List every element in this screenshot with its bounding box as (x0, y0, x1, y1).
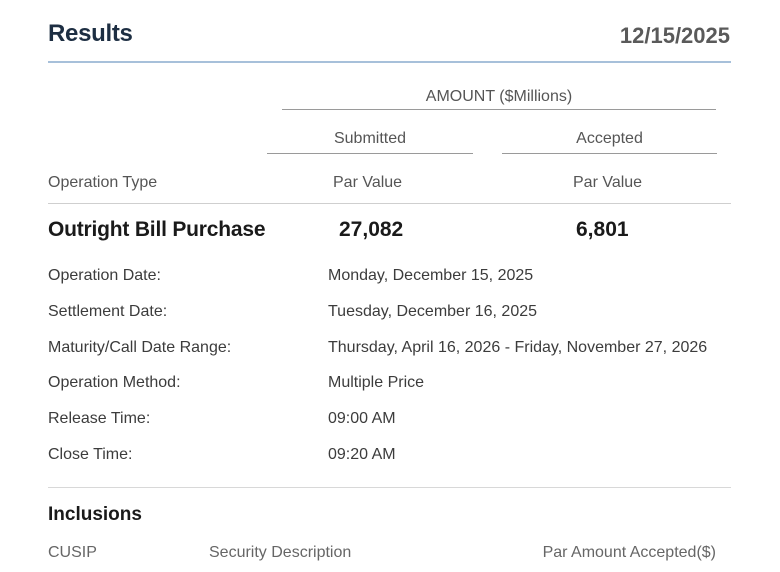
operation-type-header: Operation Type (48, 174, 158, 191)
security-description-column-header: Security Description (209, 544, 352, 561)
inclusions-title: Inclusions (48, 504, 142, 525)
maturity-range-label: Maturity/Call Date Range: (48, 339, 232, 356)
accepted-divider (502, 153, 717, 154)
submitted-divider (267, 153, 473, 154)
operation-name: Outright Bill Purchase (48, 218, 266, 241)
amount-group-header: AMOUNT ($Millions) (425, 88, 573, 105)
maturity-range-value: Thursday, April 16, 2026 - Friday, Novem… (328, 339, 708, 356)
submitted-value: 27,082 (339, 218, 404, 241)
operation-date-value: Monday, December 15, 2025 (328, 267, 534, 284)
submitted-par-value-header: Par Value (333, 174, 403, 191)
amount-group-divider (282, 109, 716, 110)
operation-method-value: Multiple Price (328, 374, 425, 391)
header-divider (48, 203, 731, 204)
settlement-date-value: Tuesday, December 16, 2025 (328, 303, 538, 320)
operation-date-header: 12/15/2025 (619, 23, 730, 48)
accepted-header: Accepted (576, 130, 643, 147)
release-time-value: 09:00 AM (328, 410, 396, 427)
accepted-value: 6,801 (576, 218, 629, 241)
release-time-label: Release Time: (48, 410, 151, 427)
par-amount-accepted-column-header: Par Amount Accepted($) (542, 544, 716, 561)
close-time-label: Close Time: (48, 446, 133, 463)
title-divider (48, 61, 731, 63)
submitted-header: Submitted (333, 130, 407, 147)
settlement-date-label: Settlement Date: (48, 303, 168, 320)
cusip-column-header: CUSIP (48, 544, 97, 561)
close-time-value: 09:20 AM (328, 446, 396, 463)
operation-date-label: Operation Date: (48, 267, 161, 284)
page-title: Results (48, 20, 133, 47)
operation-method-label: Operation Method: (48, 374, 181, 391)
section-divider (48, 487, 731, 488)
accepted-par-value-header: Par Value (573, 174, 643, 191)
